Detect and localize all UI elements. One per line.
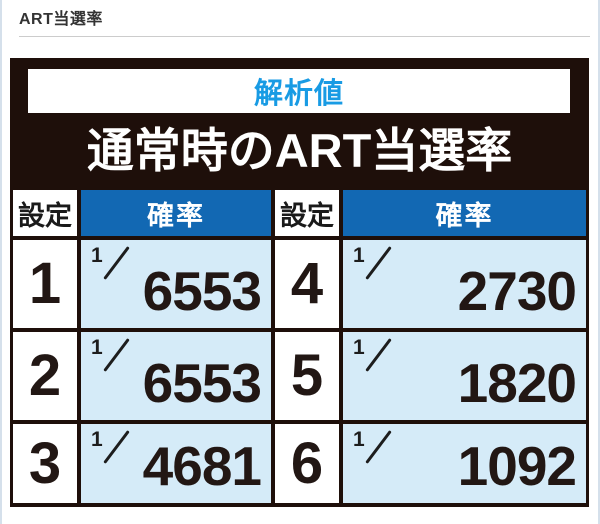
fraction-numerator: 1: [91, 428, 103, 451]
fraction-slash: [364, 430, 392, 464]
badge-label: 解析値: [253, 78, 344, 110]
fraction-denominator: 4681: [142, 435, 262, 497]
rate-table: 設定 確率 設定 確率 1 1 6553 4 1 2730: [13, 190, 586, 503]
fraction-slash: [364, 338, 392, 372]
rate-cell-setting-6: 1 1092: [343, 424, 586, 503]
fraction: 1: [91, 336, 130, 375]
fraction: 1: [353, 428, 392, 467]
fraction: 1: [353, 244, 392, 283]
fraction-numerator: 1: [91, 336, 103, 359]
fraction-numerator: 1: [353, 336, 365, 359]
fraction-denominator: 6553: [142, 260, 262, 322]
fraction-slash: [364, 246, 392, 280]
setting-cell-3: 3: [13, 424, 77, 503]
column-header-setting-right: 設定: [275, 190, 339, 236]
fraction-slash: [102, 246, 130, 280]
setting-cell-2: 2: [13, 332, 77, 420]
setting-cell-1: 1: [13, 240, 77, 328]
fraction-numerator: 1: [353, 244, 365, 267]
setting-cell-6: 6: [275, 424, 339, 503]
fraction-denominator: 2730: [457, 260, 577, 322]
fraction-slash: [102, 430, 130, 464]
rate-cell-setting-1: 1 6553: [81, 240, 271, 328]
column-header-rate-right: 確率: [343, 190, 586, 236]
fraction: 1: [91, 428, 130, 467]
fraction-numerator: 1: [91, 244, 103, 267]
panel-title: 通常時のART当選率: [86, 124, 513, 177]
column-header-rate-left: 確率: [81, 190, 271, 236]
fraction: 1: [91, 244, 130, 283]
fraction-numerator: 1: [353, 428, 365, 451]
rate-cell-setting-2: 1 6553: [81, 332, 271, 420]
fraction-denominator: 6553: [142, 352, 262, 414]
divider: [19, 36, 590, 37]
fraction-denominator: 1092: [457, 435, 577, 497]
rate-cell-setting-5: 1 1820: [343, 332, 586, 420]
setting-cell-4: 4: [275, 240, 339, 328]
badge-band: 解析値: [28, 69, 570, 113]
fraction: 1: [353, 336, 392, 375]
column-header-setting-left: 設定: [13, 190, 77, 236]
page-header: ART当選率: [2, 0, 598, 37]
rate-cell-setting-3: 1 4681: [81, 424, 271, 503]
page-title: ART当選率: [19, 11, 103, 28]
setting-cell-5: 5: [275, 332, 339, 420]
fraction-slash: [102, 338, 130, 372]
art-rate-panel: 解析値 通常時のART当選率 設定 確率 設定 確率 1 1 6553 4 1: [10, 58, 589, 507]
fraction-denominator: 1820: [457, 352, 577, 414]
rate-cell-setting-4: 1 2730: [343, 240, 586, 328]
